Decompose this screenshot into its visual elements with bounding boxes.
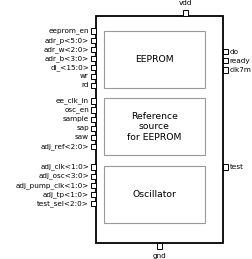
Bar bbox=[91, 117, 96, 122]
Bar bbox=[103, 166, 204, 223]
Text: ready: ready bbox=[229, 58, 249, 64]
Text: osc_en: osc_en bbox=[64, 107, 89, 113]
Text: wr: wr bbox=[80, 73, 89, 80]
Text: adr_b<3:0>: adr_b<3:0> bbox=[45, 55, 89, 62]
Bar bbox=[91, 183, 96, 188]
Bar bbox=[183, 10, 188, 16]
Bar bbox=[91, 164, 96, 170]
Text: do: do bbox=[229, 49, 238, 55]
Bar bbox=[91, 56, 96, 61]
Text: test_sel<2:0>: test_sel<2:0> bbox=[37, 200, 89, 207]
Text: sample: sample bbox=[62, 116, 89, 122]
Text: Reference
source
for EEPROM: Reference source for EEPROM bbox=[127, 112, 181, 142]
Text: adj_clk<1:0>: adj_clk<1:0> bbox=[40, 164, 89, 170]
Text: Oscillator: Oscillator bbox=[132, 190, 176, 199]
Bar bbox=[222, 164, 227, 170]
Bar bbox=[96, 16, 222, 243]
Text: gnd: gnd bbox=[152, 253, 166, 259]
Bar bbox=[91, 126, 96, 131]
Bar bbox=[91, 174, 96, 179]
Bar bbox=[156, 243, 161, 249]
Bar bbox=[222, 58, 227, 63]
Text: adj_pump_clk<1:0>: adj_pump_clk<1:0> bbox=[16, 182, 89, 189]
Text: adj_osc<3:0>: adj_osc<3:0> bbox=[38, 173, 89, 179]
Bar bbox=[222, 67, 227, 73]
Bar bbox=[222, 49, 227, 54]
Bar bbox=[91, 192, 96, 197]
Text: clk7m: clk7m bbox=[229, 67, 250, 73]
Text: adr_p<5:0>: adr_p<5:0> bbox=[45, 37, 89, 44]
Text: adj_ref<2:0>: adj_ref<2:0> bbox=[40, 143, 89, 150]
Text: saw: saw bbox=[75, 134, 89, 140]
Bar bbox=[91, 83, 96, 88]
Text: sap: sap bbox=[76, 125, 89, 131]
Text: di_<15:0>: di_<15:0> bbox=[50, 64, 89, 71]
Text: adj_tp<1:0>: adj_tp<1:0> bbox=[43, 191, 89, 198]
Text: ee_clk_in: ee_clk_in bbox=[56, 98, 89, 104]
Bar bbox=[91, 135, 96, 140]
Text: adr_w<2:0>: adr_w<2:0> bbox=[43, 46, 89, 53]
Bar bbox=[103, 31, 204, 88]
Bar bbox=[91, 74, 96, 79]
Bar bbox=[91, 107, 96, 113]
Bar bbox=[91, 98, 96, 104]
Bar bbox=[91, 201, 96, 206]
Text: vdd: vdd bbox=[178, 0, 192, 6]
Bar bbox=[91, 28, 96, 34]
Text: rd: rd bbox=[81, 82, 89, 89]
Text: test: test bbox=[229, 164, 243, 170]
Bar bbox=[91, 65, 96, 70]
Bar bbox=[91, 47, 96, 52]
Bar bbox=[91, 144, 96, 149]
Bar bbox=[103, 98, 204, 155]
Bar bbox=[91, 38, 96, 43]
Text: eeprom_en: eeprom_en bbox=[48, 28, 89, 34]
Text: EEPROM: EEPROM bbox=[135, 55, 173, 64]
